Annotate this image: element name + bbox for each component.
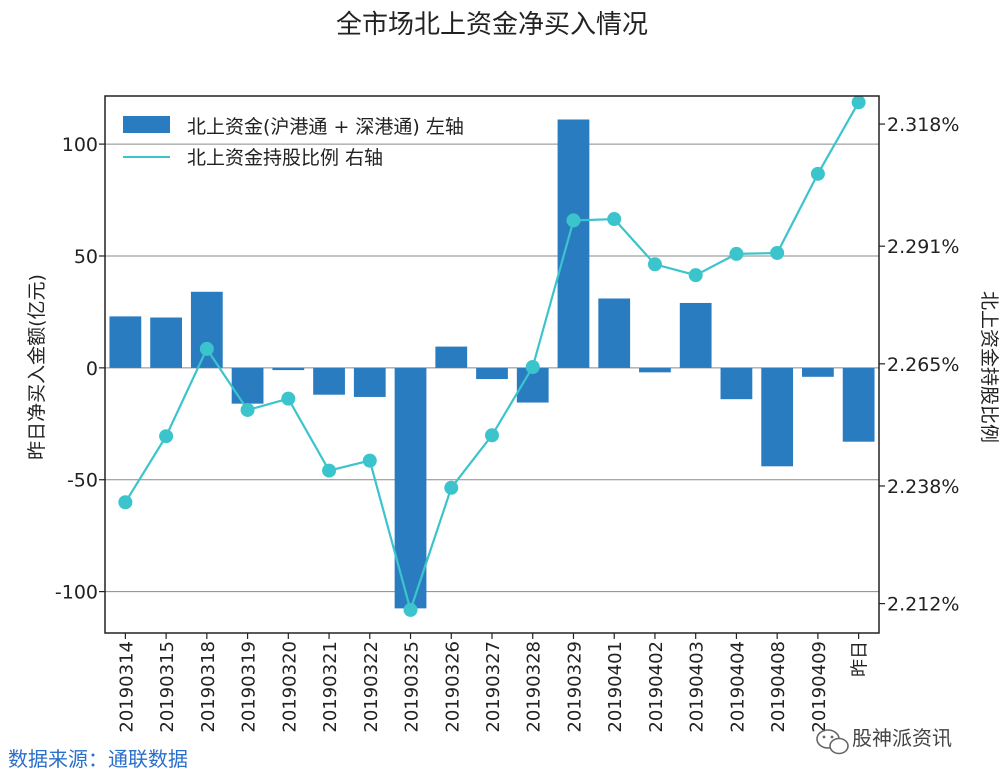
x-tick-label: 20190315: [157, 641, 178, 733]
x-tick-label: 20190328: [524, 641, 545, 733]
line-point-20190320: [281, 391, 296, 406]
bar-昨日: [842, 367, 875, 442]
y-tick-label: 0: [86, 358, 98, 380]
line-point-20190327: [485, 428, 499, 443]
x-tick-label: 20190322: [361, 641, 382, 733]
y2-axis-label: 北上资金持股比例: [978, 291, 999, 443]
left-axis-ticks: 100 50 0 -50 -100: [55, 134, 105, 604]
wechat-icon: [816, 729, 849, 755]
line-point-20190403: [688, 268, 703, 283]
bar-20190327: [476, 367, 508, 380]
bar-20190329: [557, 119, 590, 368]
legend: 北上资金(沪港通 + 深港通) 左轴 北上资金持股比例 右轴: [123, 116, 464, 169]
watermark-text: 股神派资讯: [852, 726, 952, 750]
y-tick-label: -50: [67, 470, 98, 492]
x-tick-label: 20190404: [727, 641, 748, 733]
bar-20190319: [231, 367, 264, 404]
line-series: [118, 95, 866, 617]
legend-bar-swatch: [123, 116, 170, 133]
y-axis-label: 昨日净买入金额(亿元): [26, 274, 48, 460]
bar-20190408: [761, 367, 794, 467]
line-point-20190321: [322, 463, 337, 478]
legend-line-label: 北上资金持股比例 右轴: [187, 147, 383, 169]
line-point-20190315: [159, 429, 174, 444]
line-point-20190325: [403, 602, 418, 617]
bar-20190322: [353, 367, 386, 397]
x-tick-label: 20190327: [483, 641, 504, 733]
x-tick-label: 20190409: [809, 641, 830, 733]
y-tick-label: 100: [62, 134, 98, 156]
bar-20190326: [435, 346, 468, 368]
bar-20190401: [598, 298, 631, 368]
x-tick-label: 20190319: [239, 641, 260, 733]
y-tick-label: -100: [55, 582, 98, 604]
line-point-20190326: [444, 480, 459, 495]
bar-20190320: [272, 367, 305, 371]
x-tick-label: 20190320: [279, 641, 300, 733]
bar-20190409: [802, 367, 834, 377]
y2-tick-label: 2.318%: [887, 114, 959, 136]
x-tick-label: 20190314: [116, 641, 137, 733]
y2-tick-label: 2.238%: [887, 476, 959, 498]
x-tick-label: 20190329: [565, 641, 586, 733]
bar-20190402: [639, 367, 671, 373]
bar-20190404: [720, 367, 753, 400]
x-tick-label: 20190401: [605, 641, 626, 733]
bar-20190314: [109, 316, 142, 368]
x-tick-label: 20190321: [320, 641, 341, 733]
y2-tick-label: 2.265%: [887, 354, 959, 376]
line-point-20190328: [525, 359, 540, 374]
x-tick-label: 20190402: [646, 641, 667, 733]
y2-tick-label: 2.291%: [887, 236, 959, 258]
line-point-20190409: [810, 166, 825, 181]
x-tick-label: 20190326: [442, 641, 463, 733]
x-axis-ticks: 20190314 20190315 20190318 20190319 20190320…: [116, 633, 871, 733]
line-point-20190404: [729, 246, 744, 261]
line-point-20190402: [647, 257, 662, 272]
y2-tick-label: 2.212%: [887, 594, 959, 616]
bar-20190315: [150, 317, 182, 368]
x-tick-label: 20190318: [198, 641, 219, 733]
data-source-note: 数据来源：通联数据: [8, 747, 188, 771]
line-point-20190314: [118, 495, 133, 510]
right-axis-ticks: 2.318% 2.291% 2.265% 2.238% 2.212%: [879, 114, 959, 616]
chart-title: 全市场北上资金净买入情况: [336, 10, 648, 40]
x-tick-label: 昨日: [850, 641, 871, 677]
bar-20190318: [190, 291, 223, 368]
watermark: 股神派资讯: [816, 726, 952, 755]
line-point-昨日: [851, 95, 866, 110]
bar-20190403: [679, 302, 712, 368]
x-tick-label: 20190325: [402, 641, 423, 733]
line-point-20190408: [770, 245, 785, 260]
bar-20190321: [313, 367, 345, 395]
line-point-20190401: [607, 212, 622, 227]
legend-bar-label: 北上资金(沪港通 + 深港通) 左轴: [187, 116, 464, 138]
line-point-20190319: [240, 402, 255, 417]
x-tick-label: 20190408: [768, 641, 789, 733]
line-point-20190318: [199, 341, 214, 356]
holding-ratio-line: [124, 101, 860, 614]
line-point-20190322: [362, 453, 377, 468]
x-tick-label: 20190403: [687, 641, 708, 733]
line-point-20190329: [566, 213, 581, 228]
bar-series: [109, 119, 875, 609]
y-tick-label: 50: [74, 246, 98, 268]
